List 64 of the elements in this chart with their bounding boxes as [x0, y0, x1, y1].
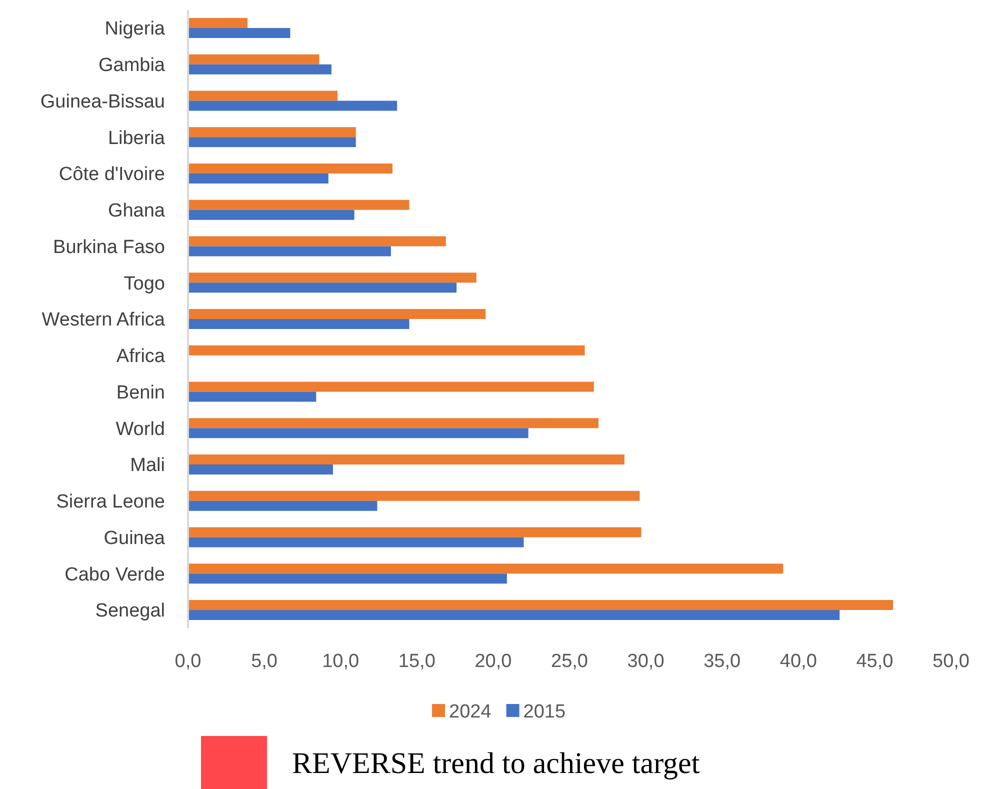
bar: [188, 610, 840, 620]
legend-label: 2015: [523, 702, 566, 723]
legend-label: 2024: [449, 702, 492, 723]
bar: [188, 574, 507, 584]
bar: [188, 490, 640, 501]
bar: [188, 100, 398, 111]
y-tick-label: Nigeria: [104, 18, 166, 40]
x-tick-label: 20,0: [474, 651, 512, 672]
x-tick-label: 5,0: [251, 651, 278, 672]
bar: [188, 282, 457, 293]
text: REVERSE trend to achieve target: [292, 747, 700, 780]
bar: [188, 246, 391, 256]
bar: [188, 600, 894, 610]
x-tick-label: 40,0: [780, 651, 817, 672]
y-tick-label: Africa: [116, 346, 166, 368]
y-tick-label: Togo: [124, 273, 165, 294]
bar: [188, 137, 356, 148]
bar: [188, 164, 392, 174]
x-tick-label: 35,0: [704, 651, 741, 672]
bar: [188, 537, 524, 548]
bar: [188, 382, 594, 392]
bar: [188, 500, 378, 511]
bar: [188, 210, 354, 220]
bar: [188, 464, 333, 474]
bar: [188, 527, 642, 538]
y-tick-label: Ghana: [108, 200, 166, 222]
bar: [188, 319, 410, 330]
bar: [188, 428, 528, 438]
bar: [188, 28, 290, 38]
y-tick-label: Sierra Leone: [56, 492, 165, 513]
y-tick-label: Gambia: [98, 55, 166, 76]
bar: [188, 392, 316, 402]
x-tick-label: 50,0: [932, 651, 970, 672]
y-tick-label: Burkina Faso: [53, 236, 165, 258]
x-tick-label: 25,0: [551, 651, 588, 672]
y-tick-label: Western Africa: [42, 310, 166, 331]
x-tick-label: 30,0: [627, 651, 664, 672]
x-tick-label: 10,0: [322, 651, 360, 672]
bar: [188, 345, 585, 356]
bar: [188, 18, 248, 28]
x-tick-label: 15,0: [398, 651, 436, 672]
bar: [188, 127, 356, 138]
x-tick-label: 45,0: [856, 651, 894, 672]
bar: [188, 200, 410, 210]
bar: [188, 454, 624, 464]
bar: [188, 308, 486, 319]
y-tick-label: Guinea: [104, 528, 166, 549]
bar: [188, 236, 446, 246]
bar: [188, 90, 338, 101]
bar: [188, 418, 598, 428]
bar: [188, 64, 332, 74]
y-tick-label: Mali: [130, 455, 165, 476]
y-tick-label: Benin: [116, 382, 165, 404]
y-tick-label: World: [116, 418, 165, 440]
y-tick-label: Senegal: [95, 600, 165, 622]
bar: [188, 54, 320, 64]
y-tick-label: Guinea-Bissau: [40, 91, 165, 112]
bar: [188, 272, 476, 283]
x-tick-label: 0,0: [174, 651, 202, 672]
bar: [188, 564, 784, 574]
y-tick-label: Cabo Verde: [64, 564, 165, 586]
bar: [188, 174, 328, 184]
y-tick-label: Liberia: [108, 128, 166, 149]
y-tick-label: Côte d'Ivoire: [58, 164, 165, 186]
